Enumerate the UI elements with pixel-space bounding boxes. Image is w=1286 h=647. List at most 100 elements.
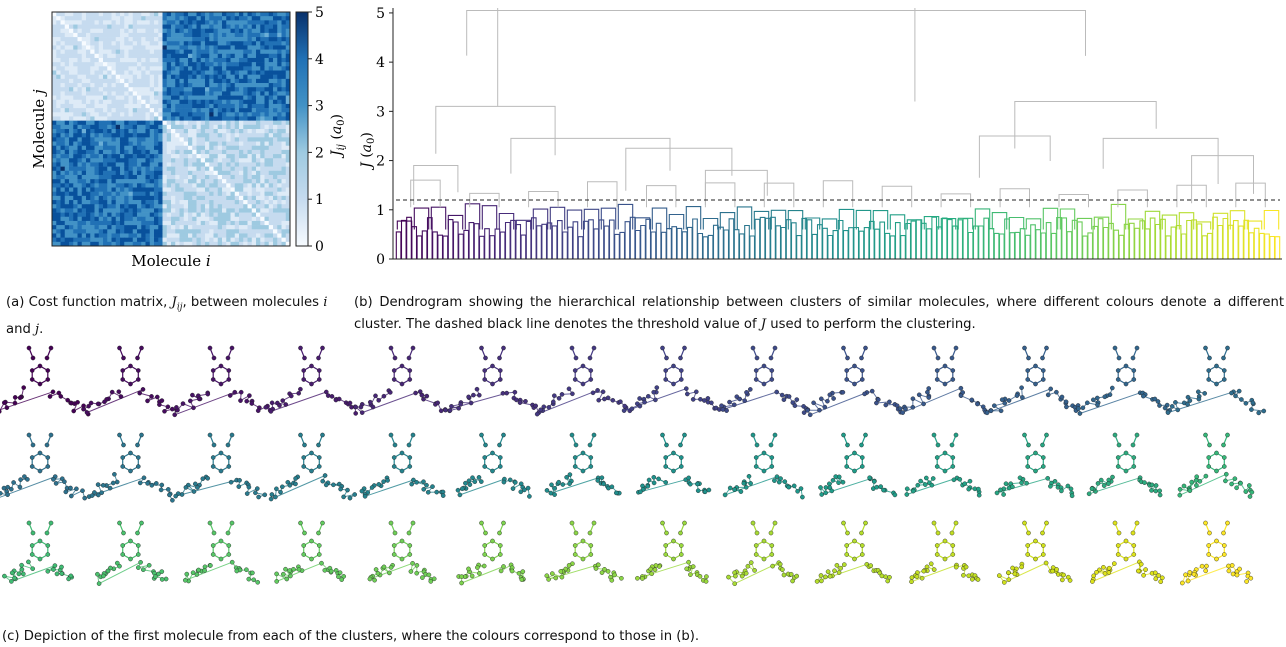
heatmap-cell — [90, 108, 95, 113]
heatmap-cell — [171, 237, 176, 243]
heatmap-cell — [171, 183, 176, 188]
heatmap-cell — [94, 158, 100, 163]
heatmap-cell — [107, 91, 112, 96]
heatmap-cell — [60, 141, 66, 147]
heatmap-cell — [230, 124, 236, 130]
heatmap-cell — [149, 212, 155, 218]
dendrogram-leaf-link — [1076, 221, 1083, 259]
heatmap-cell — [69, 216, 74, 222]
heatmap-cell — [124, 237, 129, 243]
heatmap-cell — [120, 120, 125, 126]
heatmap-cell — [98, 145, 104, 151]
heatmap-cell — [124, 99, 129, 105]
dendrogram-upper-link — [1117, 189, 1148, 208]
heatmap-cell — [162, 129, 168, 134]
heatmap-cell — [285, 53, 291, 59]
heatmap-cell — [222, 166, 227, 172]
heatmap-cell — [243, 220, 248, 226]
heatmap-cell — [230, 158, 236, 163]
heatmap-cell — [273, 49, 278, 55]
heatmap-cell — [103, 45, 108, 50]
heatmap-cell — [226, 62, 231, 67]
dendrogram-cluster-link — [1144, 210, 1161, 230]
heatmap-cell — [179, 49, 185, 55]
heatmap-cell — [56, 208, 61, 213]
heatmap-cell — [103, 149, 108, 155]
heatmap-cell — [111, 124, 117, 130]
heatmap-cell — [192, 20, 197, 25]
heatmap-cell — [277, 241, 282, 247]
heatmap-cell — [175, 12, 180, 17]
heatmap-cell — [230, 91, 236, 96]
heatmap-cell — [60, 87, 66, 92]
heatmap-cell — [111, 112, 117, 117]
heatmap-cell — [162, 145, 168, 151]
heatmap-cell — [209, 91, 214, 96]
heatmap-cell — [179, 87, 185, 92]
heatmap-cell — [281, 208, 287, 213]
heatmap-cell — [268, 99, 274, 105]
heatmap-cell — [73, 91, 78, 96]
heatmap-cell — [64, 233, 70, 238]
heatmap-cell — [205, 83, 210, 88]
heatmap-cell — [200, 170, 206, 176]
heatmap-cell — [256, 170, 261, 176]
heatmap-cell — [107, 233, 112, 238]
heatmap-cell — [268, 12, 274, 17]
heatmap-cell — [124, 28, 129, 34]
heatmap-cell — [103, 24, 108, 30]
heatmap-cell — [90, 116, 95, 121]
heatmap-cell — [285, 129, 291, 134]
heatmap-cell — [90, 233, 95, 238]
heatmap-cell — [226, 32, 231, 38]
heatmap-cell — [226, 99, 231, 105]
heatmap-cell — [209, 195, 214, 201]
heatmap-cell — [213, 57, 219, 63]
heatmap-cell — [239, 120, 244, 126]
heatmap-cell — [120, 141, 125, 147]
heatmap-cell — [200, 91, 206, 96]
heatmap-cell — [94, 57, 100, 63]
heatmap-cell — [128, 12, 134, 17]
dendrogram-leaf-link — [1170, 226, 1177, 259]
heatmap-cell — [171, 91, 176, 96]
heatmap-cell — [69, 20, 74, 25]
dendrogram-cluster-link — [668, 213, 685, 230]
heatmap-cell — [171, 179, 176, 184]
heatmap-cell — [188, 95, 193, 101]
heatmap-cell — [94, 170, 100, 176]
heatmap-cell — [192, 12, 197, 17]
heatmap-cell — [149, 62, 155, 67]
molecule-depiction — [367, 520, 437, 584]
heatmap-cell — [52, 37, 57, 42]
heatmap-cell — [213, 28, 219, 34]
heatmap-cell — [73, 141, 78, 147]
heatmap-cell — [234, 191, 240, 197]
heatmap-cell — [94, 78, 100, 84]
heatmap-cell — [73, 183, 78, 188]
heatmap-cell — [107, 162, 112, 167]
heatmap-cell — [200, 120, 206, 126]
heatmap-cell — [60, 145, 66, 151]
heatmap-cell — [60, 91, 66, 96]
heatmap-cell — [141, 24, 146, 30]
heatmap-cell — [103, 220, 108, 226]
heatmap-cell — [285, 12, 291, 17]
heatmap-cell — [273, 187, 278, 192]
colorbar-label: Jij (a0) — [329, 114, 347, 159]
heatmap-cell — [115, 78, 121, 84]
heatmap-cell — [166, 66, 172, 71]
heatmap-cell — [226, 20, 231, 25]
heatmap-cell — [52, 16, 57, 21]
molecule-depiction — [353, 345, 452, 415]
heatmap-cell — [132, 200, 138, 205]
heatmap-cell — [60, 137, 66, 142]
heatmap-cell — [64, 187, 70, 192]
heatmap-cell — [188, 124, 193, 130]
heatmap-cell — [103, 141, 108, 147]
heatmap-cell — [69, 154, 74, 159]
heatmap-cell — [56, 20, 61, 25]
heatmap-cell — [162, 204, 168, 209]
heatmap-cell — [188, 212, 193, 218]
heatmap-cell — [137, 103, 142, 109]
